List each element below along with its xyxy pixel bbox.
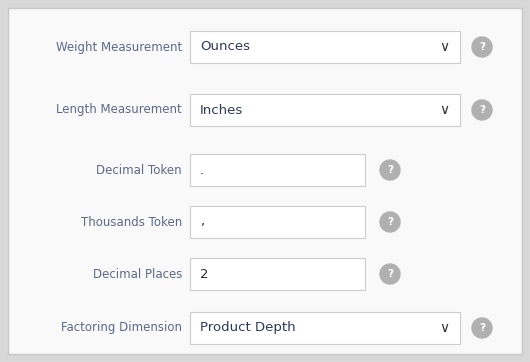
FancyBboxPatch shape [190,206,365,238]
Text: 2: 2 [200,268,208,281]
Text: ∨: ∨ [439,321,449,335]
Text: Decimal Places: Decimal Places [93,268,182,281]
FancyBboxPatch shape [190,258,365,290]
FancyBboxPatch shape [190,154,365,186]
Text: ∨: ∨ [439,40,449,54]
Text: Thousands Token: Thousands Token [81,215,182,228]
Text: ,: , [200,215,204,228]
FancyBboxPatch shape [190,31,460,63]
Circle shape [472,37,492,57]
Circle shape [380,212,400,232]
Text: ?: ? [479,323,485,333]
Text: Weight Measurement: Weight Measurement [56,41,182,54]
Circle shape [472,318,492,338]
Text: ?: ? [387,269,393,279]
Text: Factoring Dimension: Factoring Dimension [61,321,182,334]
Text: ∨: ∨ [439,103,449,117]
Text: Product Depth: Product Depth [200,321,296,334]
Circle shape [472,100,492,120]
FancyBboxPatch shape [8,8,522,354]
Text: ?: ? [387,217,393,227]
Circle shape [380,160,400,180]
Text: ?: ? [479,105,485,115]
FancyBboxPatch shape [190,312,460,344]
Text: ?: ? [387,165,393,175]
Text: Ounces: Ounces [200,41,250,54]
Text: Inches: Inches [200,104,243,117]
Text: .: . [200,164,204,177]
FancyBboxPatch shape [190,94,460,126]
Circle shape [380,264,400,284]
Text: Length Measurement: Length Measurement [56,104,182,117]
Text: ?: ? [479,42,485,52]
Text: Decimal Token: Decimal Token [96,164,182,177]
